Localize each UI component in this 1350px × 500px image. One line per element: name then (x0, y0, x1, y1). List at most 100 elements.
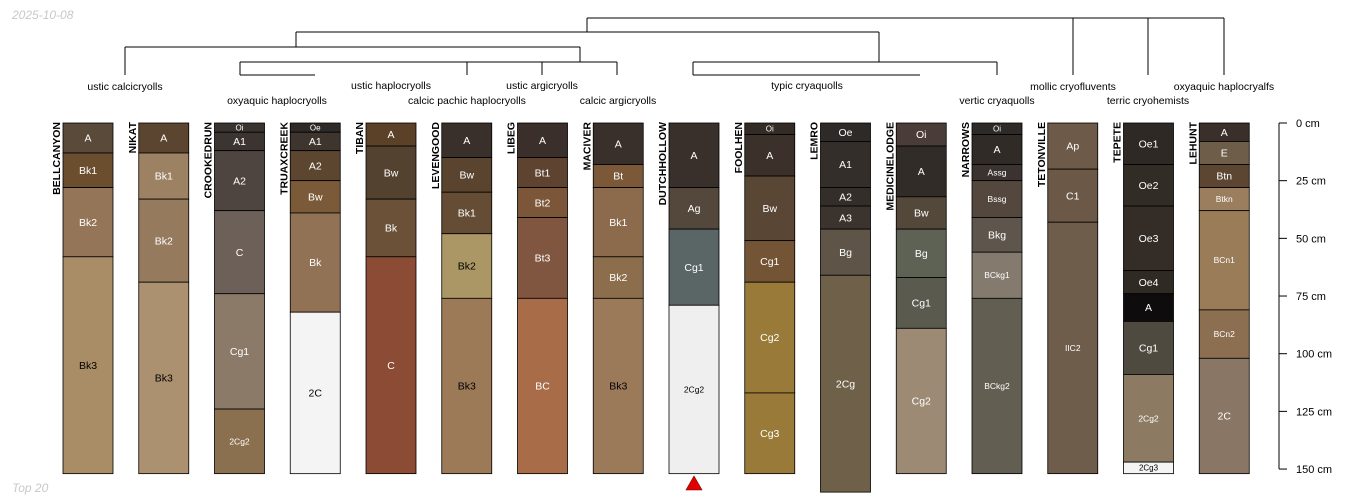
profile-foolhen: Oi A Bw Cg1 Cg2 Cg3 FOOLHEN (733, 122, 796, 475)
horizon-block (517, 217, 568, 299)
horizon-label: A (993, 144, 1000, 156)
horizon-label: Btkn (1216, 194, 1233, 204)
depth-tick-label: 150 cm (1296, 464, 1332, 476)
horizon-block (62, 152, 114, 188)
horizon-block (1198, 210, 1250, 311)
horizon-label: Bt1 (535, 167, 551, 179)
horizon-label: Cg3 (760, 428, 779, 440)
taxon-label: calcic pachic haplocryolls (408, 95, 526, 107)
horizon-label: A (387, 129, 394, 141)
horizon-block (441, 191, 493, 235)
horizon-label: Cg1 (760, 256, 779, 268)
horizon-block (289, 311, 341, 475)
taxon-label: mollic cryofluvents (1030, 81, 1116, 93)
profile-name: LEVENGOOD (430, 122, 442, 190)
horizon-label: A (766, 150, 773, 162)
horizon-block (668, 304, 720, 475)
horizon-label: Bw (459, 170, 474, 182)
horizon-block (820, 228, 871, 276)
horizon-label: Oi (766, 125, 774, 134)
horizon-label: Bg (839, 247, 852, 259)
taxon-label: ustic calcicryolls (87, 81, 162, 93)
horizon-block (820, 274, 871, 493)
horizon-label: Bk3 (458, 381, 476, 393)
horizon-label: Assg (988, 168, 1007, 178)
profile-name: DUTCHHOLLOW (657, 122, 669, 205)
profile-crookedrun: Oi A1 A2 C Cg1 2Cg2 CROOKEDRUN (203, 122, 265, 475)
horizon-label: A1 (309, 136, 322, 148)
profile-lehunt: AE Btn Btkn BCn1 BCn2 2C LEHUNT (1187, 121, 1250, 475)
horizon-block (592, 187, 644, 258)
horizon-label: A (160, 133, 167, 145)
horizon-block (744, 281, 796, 394)
horizon-block (441, 297, 493, 475)
depth-tick-label: 75 cm (1296, 291, 1326, 303)
horizon-label: Bk1 (155, 171, 173, 183)
horizon-label: Bk1 (609, 217, 627, 229)
profile-tepete: Oe1 Oe2 Oe3 Oe4 A Cg1 2Cg2 2Cg3 TEPETE (1112, 122, 1174, 475)
profile-libeg: A Bt1 Bt2 Bt3 BC LIBEG (506, 122, 568, 475)
profile-tetonville: Ap C1 IIC2 TETONVILLE (1036, 122, 1099, 475)
horizon-label: Bt3 (535, 253, 551, 265)
horizon-label: BCkg1 (984, 270, 1010, 280)
horizon-block (62, 256, 114, 475)
horizon-block (289, 180, 341, 214)
horizon-block (138, 152, 190, 200)
horizon-block (1047, 168, 1099, 223)
horizon-block (971, 180, 1023, 218)
horizon-block (214, 210, 265, 295)
profile-medicinelodge: Oi A Bw Bg Cg1 Cg2 MEDICINELODGE (884, 122, 947, 475)
horizon-label: Oi (916, 129, 927, 141)
depth-tick-label: 50 cm (1296, 233, 1326, 245)
horizon-label: Bk3 (155, 373, 173, 385)
horizon-label: Oe1 (1139, 138, 1159, 150)
horizon-label: Bk (385, 223, 398, 235)
horizon-label: 2C (1218, 411, 1232, 423)
horizon-label: Cg2 (912, 396, 931, 408)
horizon-label: Oe2 (1139, 180, 1159, 192)
horizon-label: A (1145, 302, 1152, 314)
horizon-block (441, 157, 493, 193)
horizon-block (971, 217, 1023, 253)
horizon-block (895, 196, 947, 230)
horizon-block (895, 277, 947, 329)
taxon-label: vertic cryaquolls (959, 95, 1034, 107)
horizon-label: A2 (839, 191, 852, 203)
horizon-label: 2Cg2 (1138, 413, 1159, 423)
taxon-label: oxyaquic haplocryalfs (1174, 81, 1274, 93)
horizon-block (1047, 122, 1099, 170)
horizon-label: A3 (839, 212, 852, 224)
horizon-label: BCkg2 (984, 381, 1010, 391)
horizon-label: BCn2 (1214, 329, 1236, 339)
horizon-block (289, 150, 341, 182)
horizon-block (365, 198, 417, 258)
horizon-label: Bw (914, 208, 929, 220)
horizon-block (971, 297, 1023, 475)
taxon-label: terric cryohemists (1107, 95, 1189, 107)
profile-bellcanyon: A Bk1 Bk2 Bk3 BELLCANYON (51, 122, 114, 475)
horizon-label: Ap (1066, 141, 1079, 153)
horizon-label: A (84, 133, 91, 145)
profile-tiban: A Bw Bk C TIBAN (354, 122, 417, 475)
horizon-label: A (539, 135, 546, 147)
horizon-label: Bw (384, 167, 399, 179)
horizon-block (592, 122, 644, 165)
horizon-label: C1 (1066, 190, 1080, 202)
horizon-label: A2 (233, 175, 246, 187)
horizon-block (365, 145, 417, 200)
horizon-label: Bk1 (79, 165, 97, 177)
depth-tick-label: 100 cm (1296, 349, 1332, 361)
horizon-label: BCn1 (1214, 255, 1236, 265)
profile-name: NARROWS (960, 122, 972, 177)
horizon-label: 2Cg2 (229, 436, 250, 446)
depth-tick-label: 25 cm (1296, 176, 1326, 188)
horizon-label: Bt (613, 171, 623, 183)
horizon-label: Oe4 (1139, 277, 1159, 289)
horizon-block (668, 122, 720, 188)
horizon-label: Oi (236, 123, 244, 132)
depth-tick-label: 125 cm (1296, 406, 1332, 418)
horizon-label: A (463, 135, 470, 147)
profile-name: MACIVER (581, 122, 593, 171)
profile-name: TRUAXCREEK (278, 122, 290, 195)
horizon-label: BC (535, 381, 550, 393)
